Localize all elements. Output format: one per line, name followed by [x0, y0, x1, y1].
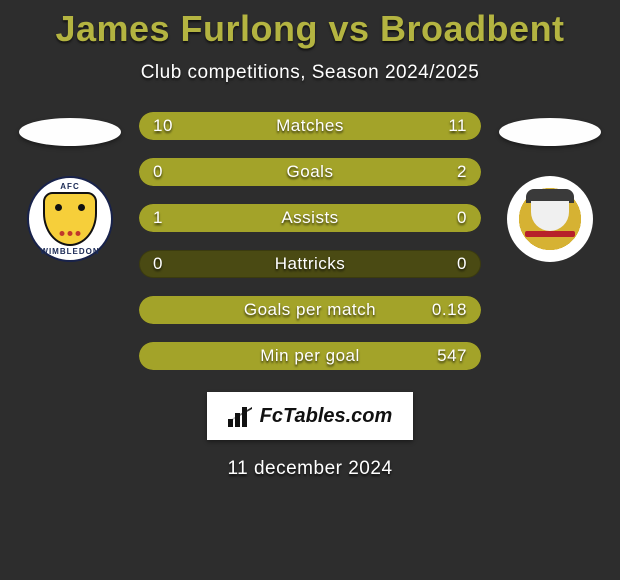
- right-player-col: [495, 112, 605, 262]
- stat-value-right: 0.18: [432, 300, 467, 320]
- stat-label: Assists: [281, 208, 338, 228]
- eagle-icon: [43, 192, 97, 246]
- stat-value-right: 0: [457, 254, 467, 274]
- crest-text-bottom: WIMBLEDON: [40, 247, 99, 256]
- stat-bar: 0 Goals 2: [139, 158, 481, 186]
- stat-label: Goals: [287, 162, 334, 182]
- stat-value-left: 1: [153, 208, 163, 228]
- stat-label: Matches: [276, 116, 344, 136]
- club-crest-left: AFC WIMBLEDON: [27, 176, 113, 262]
- viking-icon: [510, 179, 590, 259]
- footer-brand: FcTables.com: [207, 392, 413, 440]
- stat-value-right: 547: [437, 346, 467, 366]
- stat-bars: 10 Matches 11 0 Goals 2 1 Assists 0 0 Hattricks 0 Go…: [139, 112, 481, 370]
- stat-label: Hattricks: [275, 254, 346, 274]
- stat-value-left: 0: [153, 162, 163, 182]
- page-title: James Furlong vs Broadbent: [0, 8, 620, 50]
- stat-bar: 0 Hattricks 0: [139, 250, 481, 278]
- bar-chart-icon: [228, 405, 254, 427]
- content-row: AFC WIMBLEDON 10 Matches 11 0 Goals 2 1 Assists…: [0, 112, 620, 370]
- stat-value-left: 10: [153, 116, 173, 136]
- comparison-infographic: James Furlong vs Broadbent Club competit…: [0, 0, 620, 480]
- stat-label: Min per goal: [260, 346, 360, 366]
- stat-bar: Goals per match 0.18: [139, 296, 481, 324]
- stat-bar: 10 Matches 11: [139, 112, 481, 140]
- left-player-col: AFC WIMBLEDON: [15, 112, 125, 262]
- stat-value-right: 0: [457, 208, 467, 228]
- date-line: 11 december 2024: [0, 458, 620, 480]
- stat-value-right: 2: [457, 162, 467, 182]
- player-photo-placeholder-left: [19, 118, 121, 146]
- stat-value-right: 11: [448, 116, 467, 136]
- crest-text-top: AFC: [60, 182, 79, 191]
- subtitle: Club competitions, Season 2024/2025: [0, 62, 620, 84]
- stat-label: Goals per match: [244, 300, 376, 320]
- stat-value-left: 0: [153, 254, 163, 274]
- player-photo-placeholder-right: [499, 118, 601, 146]
- club-crest-right: [507, 176, 593, 262]
- stat-bar: 1 Assists 0: [139, 204, 481, 232]
- brand-text: FcTables.com: [260, 405, 393, 428]
- stat-bar: Min per goal 547: [139, 342, 481, 370]
